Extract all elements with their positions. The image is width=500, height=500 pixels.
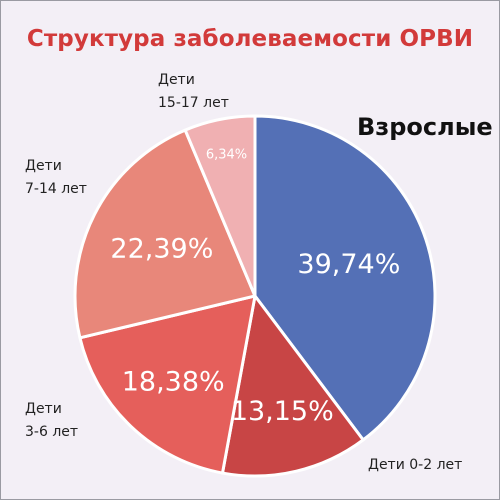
category-label-children-7-14-line-1: Дети [25,158,62,174]
category-label-children-3-6-line-2: 3-6 лет [25,424,79,440]
pie-percent-label-children-3-6: 18,38% [122,367,225,398]
chart-title: Структура заболеваемости ОРВИ [26,26,474,52]
pie-slice-children-7-14 [73,128,257,340]
pie-slice-children-0-2 [220,294,365,478]
category-label-children-7-14: Дети 7-14 лет [25,155,87,201]
category-label-children-3-6-line-1: Дети [25,401,62,417]
category-label-adults: Взрослые [357,113,493,141]
category-label-children-0-2: Дети 0-2 лет [368,457,463,473]
category-label-children-3-6: Дети 3-6 лет [25,398,78,444]
category-label-children-15-17-line-2: 15-17 лет [158,95,229,111]
pie-slice-adults [253,114,437,442]
category-label-children-15-17: Дети 15-17 лет [158,69,229,115]
category-label-children-15-17-line-1: Дети [158,72,195,88]
pie-percent-labels: 39,74% 13,15%18,38% 22,39% 6,34% [110,147,400,427]
pie-percent-label-adults: 39,74% [297,249,400,280]
category-label-children-7-14-line-2: 7-14 лет [25,181,87,197]
pie-percent-label-children-7-14: 22,39% [110,233,213,264]
pie-slice-children-15-17 [183,114,257,298]
pie-slice-children-3-6 [78,294,257,475]
pie-slices [73,114,437,478]
pie-percent-label-children-15-17: 6,34% [206,147,247,162]
pie-percent-label-children-0-2: 13,15% [231,396,334,427]
